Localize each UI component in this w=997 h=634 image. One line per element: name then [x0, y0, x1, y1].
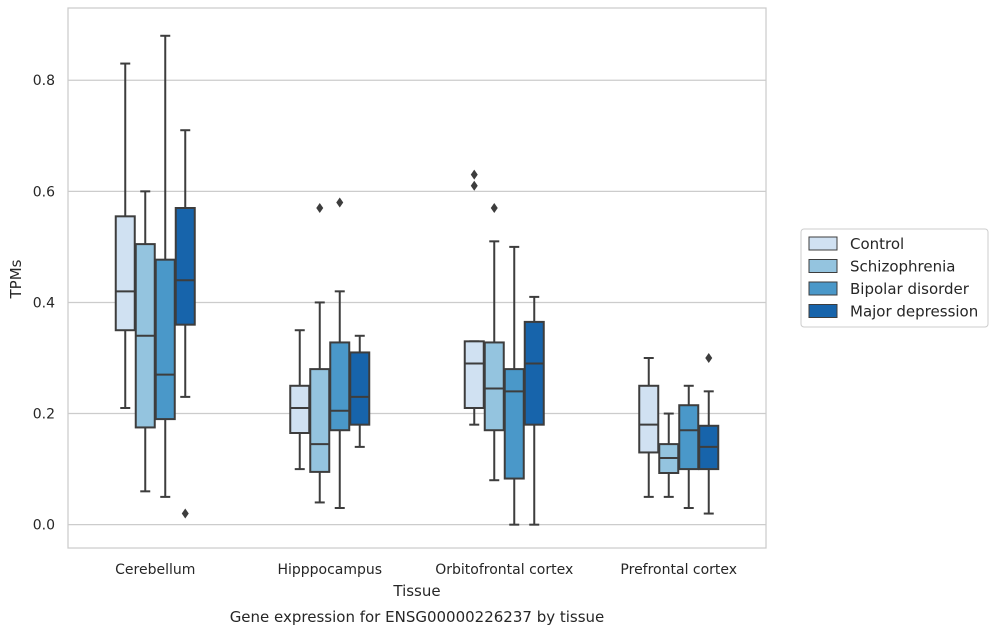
box-iqr: [174, 207, 196, 326]
legend-label: Bipolar disorder: [850, 280, 970, 298]
x-tick-label: Orbitofrontal cortex: [435, 562, 573, 578]
box-major-depression: [698, 353, 720, 515]
box-iqr: [309, 368, 331, 473]
box-schizophrenia: [658, 412, 680, 498]
legend-frame: [800, 228, 989, 328]
box-schizophrenia: [483, 203, 505, 482]
box-major-depression: [523, 295, 545, 526]
outlier-point: [470, 169, 478, 180]
box-iqr: [523, 320, 545, 426]
outlier-point: [705, 353, 713, 363]
y-tick-label: 0.0: [33, 518, 55, 534]
box-iqr: [114, 215, 136, 332]
box-iqr: [154, 258, 176, 421]
legend-swatch: [808, 281, 838, 296]
box-groups: [114, 34, 720, 526]
y-tick-label: 0.6: [33, 184, 55, 200]
y-tick-label: 0.8: [33, 73, 55, 89]
legend-swatch: [808, 304, 838, 318]
box-control: [638, 357, 660, 498]
box-major-depression: [349, 334, 371, 448]
legend-label: Major depression: [850, 303, 978, 321]
box-iqr: [678, 404, 700, 471]
y-tick-label: 0.4: [33, 295, 55, 311]
box-iqr: [483, 341, 505, 432]
x-tick-label: Cerebellum: [115, 562, 195, 578]
x-axis-label: Tissue: [392, 582, 440, 600]
x-axis-ticks: Cerebellum Hipppocampus Orbitofrontal cort…: [115, 562, 737, 578]
legend-swatch: [808, 259, 838, 273]
box-iqr: [638, 384, 660, 454]
box-control: [463, 169, 485, 426]
legend-label: Control: [850, 235, 904, 253]
outlier-point: [181, 508, 189, 519]
y-axis-ticks: 0.0 0.2 0.4 0.6 0.8: [33, 73, 55, 533]
box-schizophrenia: [134, 190, 156, 493]
x-tick-label: Prefrontal cortex: [620, 562, 737, 578]
box-iqr: [289, 384, 311, 434]
box-iqr: [503, 368, 525, 480]
outlier-point: [470, 180, 478, 191]
outlier-point: [316, 203, 324, 213]
outlier-point: [336, 197, 344, 208]
box-iqr: [463, 340, 485, 410]
box-bipolar-disorder: [154, 34, 176, 498]
box-iqr: [349, 351, 371, 426]
box-iqr: [329, 341, 351, 432]
chart-title: Gene expression for ENSG00000226237 by t…: [230, 608, 605, 626]
box-control: [114, 62, 136, 409]
legend-swatch: [808, 236, 838, 251]
legend: Control Schizophrenia Bipolar disorder Majo…: [800, 228, 989, 328]
outlier-point: [490, 203, 498, 213]
plot-frame: [67, 7, 767, 549]
legend-label: Schizophrenia: [850, 258, 955, 276]
y-axis-label: TPMs: [7, 259, 25, 299]
y-tick-label: 0.2: [33, 407, 55, 423]
box-major-depression: [174, 129, 196, 519]
x-tick-label: Hipppocampus: [277, 562, 382, 578]
box-control: [289, 329, 311, 471]
